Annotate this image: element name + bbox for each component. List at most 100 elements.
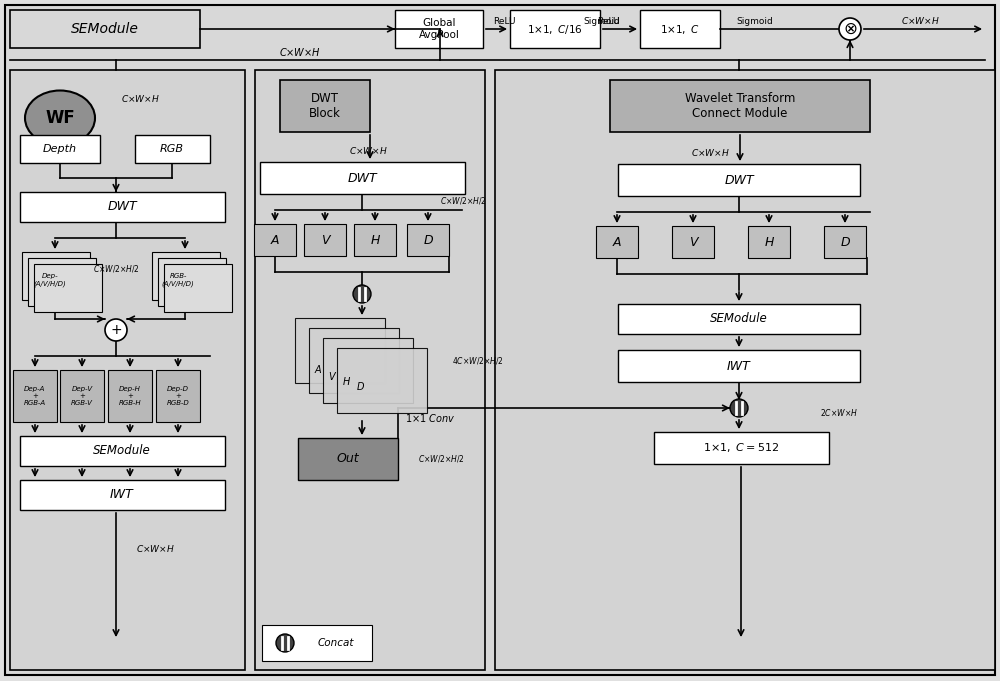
- Text: $4C{\times}W/2{\times}H/2$: $4C{\times}W/2{\times}H/2$: [452, 355, 504, 366]
- Text: V: V: [689, 236, 697, 249]
- Bar: [618, 164, 860, 196]
- Bar: [618, 304, 860, 334]
- Text: $1{\times}1,\ C$: $1{\times}1,\ C$: [660, 22, 700, 35]
- Bar: [354, 224, 396, 256]
- Text: $1{\times}1,\ C/16$: $1{\times}1,\ C/16$: [527, 22, 583, 35]
- Text: H: H: [342, 377, 350, 387]
- Text: DWT: DWT: [724, 174, 754, 187]
- Text: $1{\times}1,\ C{=}512$: $1{\times}1,\ C{=}512$: [703, 441, 779, 454]
- Text: $2C{\times}W{\times}H$: $2C{\times}W{\times}H$: [820, 407, 858, 417]
- Text: A: A: [271, 234, 279, 247]
- Text: Dep-A
+
RGB-A: Dep-A + RGB-A: [24, 386, 46, 406]
- Text: $C{\times}W/2{\times}H/2$: $C{\times}W/2{\times}H/2$: [418, 454, 465, 464]
- Text: ReLU: ReLU: [493, 18, 516, 27]
- Bar: [108, 370, 152, 422]
- Bar: [22, 252, 90, 300]
- Text: Dep-V
+
RGB-V: Dep-V + RGB-V: [71, 386, 93, 406]
- Bar: [10, 70, 245, 670]
- Text: Dep-H
+
RGB-H: Dep-H + RGB-H: [119, 386, 141, 406]
- Text: Sigmoid: Sigmoid: [737, 18, 773, 27]
- Bar: [260, 162, 465, 194]
- Text: D: D: [840, 236, 850, 249]
- Bar: [395, 10, 483, 48]
- Text: A: A: [613, 236, 621, 249]
- Bar: [824, 226, 866, 258]
- Bar: [748, 226, 790, 258]
- Bar: [407, 224, 449, 256]
- Bar: [156, 370, 200, 422]
- Text: Dep-D
+
RGB-D: Dep-D + RGB-D: [167, 386, 189, 406]
- Text: SEModule: SEModule: [71, 22, 139, 36]
- Bar: [13, 370, 57, 422]
- Bar: [323, 338, 413, 403]
- Bar: [640, 10, 720, 48]
- Text: $C{\times}W{\times}H$: $C{\times}W{\times}H$: [136, 543, 174, 554]
- Bar: [510, 10, 600, 48]
- Text: D: D: [423, 234, 433, 247]
- Text: IWT: IWT: [727, 360, 751, 373]
- Text: A: A: [315, 365, 321, 375]
- Circle shape: [839, 18, 861, 40]
- Bar: [20, 480, 225, 510]
- Circle shape: [353, 285, 371, 303]
- Bar: [309, 328, 399, 393]
- Bar: [596, 226, 638, 258]
- Bar: [337, 348, 427, 413]
- Bar: [158, 258, 226, 306]
- Bar: [304, 224, 346, 256]
- Text: Global
AvgPool: Global AvgPool: [419, 18, 459, 39]
- Text: Sigmoid: Sigmoid: [583, 18, 620, 27]
- Circle shape: [730, 399, 748, 417]
- Bar: [295, 318, 385, 383]
- Text: SEModule: SEModule: [93, 445, 151, 458]
- Ellipse shape: [25, 91, 95, 146]
- Text: $\otimes$: $\otimes$: [843, 20, 857, 38]
- Circle shape: [276, 634, 294, 652]
- Bar: [280, 80, 370, 132]
- Bar: [10, 10, 200, 48]
- Text: $C{\times}W{\times}H$: $C{\times}W{\times}H$: [691, 146, 729, 157]
- Bar: [135, 135, 210, 163]
- Text: RGB-
(A/V/H/D): RGB- (A/V/H/D): [162, 273, 194, 287]
- Text: IWT: IWT: [110, 488, 134, 501]
- Bar: [255, 70, 485, 670]
- Text: $C{\times}W{\times}H$: $C{\times}W{\times}H$: [121, 93, 159, 104]
- Text: H: H: [764, 236, 774, 249]
- Bar: [654, 432, 829, 464]
- Text: DWT
Block: DWT Block: [309, 92, 341, 120]
- Bar: [152, 252, 220, 300]
- Bar: [28, 258, 96, 306]
- Text: $C{\times}W/2{\times}H/2$: $C{\times}W/2{\times}H/2$: [93, 262, 139, 274]
- Text: V: V: [329, 372, 335, 382]
- Text: $C{\times}W{\times}H$: $C{\times}W{\times}H$: [279, 46, 321, 58]
- Bar: [164, 264, 232, 312]
- Text: H: H: [370, 234, 380, 247]
- Text: RGB: RGB: [160, 144, 184, 154]
- Text: Concat: Concat: [318, 638, 354, 648]
- Bar: [20, 135, 100, 163]
- Text: $C{\times}W{\times}H$: $C{\times}W{\times}H$: [901, 16, 939, 27]
- Bar: [20, 192, 225, 222]
- Bar: [298, 438, 398, 480]
- Bar: [60, 370, 104, 422]
- Text: ReLU: ReLU: [597, 18, 619, 27]
- Text: DWT: DWT: [347, 172, 377, 185]
- Bar: [34, 264, 102, 312]
- Text: WF: WF: [45, 109, 75, 127]
- Text: D: D: [356, 382, 364, 392]
- Text: $1{\times}1$ Conv: $1{\times}1$ Conv: [405, 412, 455, 424]
- Text: Depth: Depth: [43, 144, 77, 154]
- Text: Wavelet Transform
Connect Module: Wavelet Transform Connect Module: [685, 92, 795, 120]
- Circle shape: [105, 319, 127, 341]
- Text: Dep-
(A/V/H/D): Dep- (A/V/H/D): [34, 273, 66, 287]
- Text: SEModule: SEModule: [710, 313, 768, 326]
- Bar: [20, 436, 225, 466]
- Text: Out: Out: [337, 452, 359, 466]
- Text: $C{\times}W{\times}H$: $C{\times}W{\times}H$: [349, 144, 387, 155]
- Bar: [262, 625, 372, 661]
- Bar: [672, 226, 714, 258]
- Text: V: V: [321, 234, 329, 247]
- Bar: [618, 350, 860, 382]
- Bar: [610, 80, 870, 132]
- Bar: [495, 70, 995, 670]
